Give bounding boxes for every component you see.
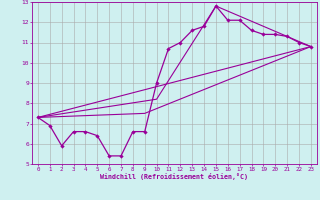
X-axis label: Windchill (Refroidissement éolien,°C): Windchill (Refroidissement éolien,°C) (100, 173, 248, 180)
